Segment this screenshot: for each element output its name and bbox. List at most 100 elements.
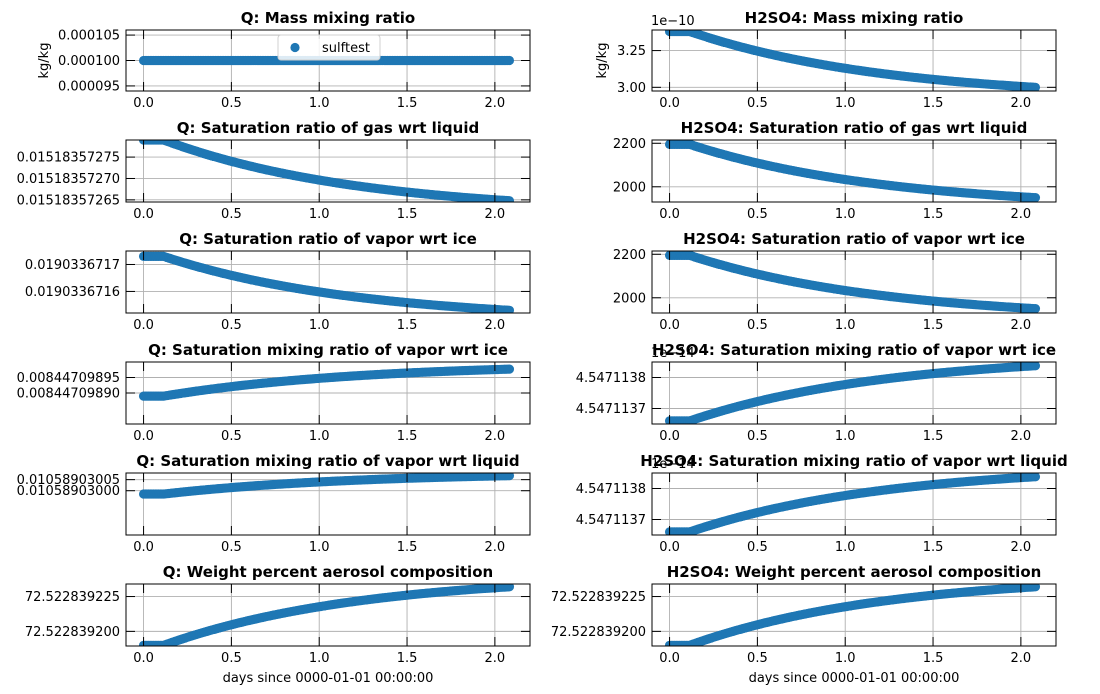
y-tick-label: 0.00844709895 [17, 371, 120, 386]
subplot-title: Q: Weight percent aerosol composition [163, 563, 493, 581]
x-tick-label: 2.0 [485, 96, 506, 111]
subplot-title: H2SO4: Mass mixing ratio [745, 9, 964, 27]
x-axis-label: days since 0000-01-01 00:00:00 [749, 671, 960, 686]
axis-offset-text: 1e−14 [651, 346, 695, 361]
subplot-q-wtpct: 0.0 0.5 1.0 1.5 2.0 72.522839200 72.522839225 Q… [25, 563, 531, 686]
y-tick-label: 0.01058903005 [17, 473, 120, 488]
x-tick-label: 0.0 [659, 651, 680, 666]
subplot-h2so4-satmix-vap-ice: 0.0 0.5 1.0 1.5 2.0 4.5471137 4.5471138 H2SO4: … [576, 341, 1057, 444]
series-points [664, 362, 1041, 424]
series-points [138, 140, 515, 202]
y-axis-label: kg/kg [595, 43, 610, 79]
x-tick-label: 1.0 [309, 96, 330, 111]
x-tick-label: 2.0 [1011, 429, 1032, 444]
y-tick-label: 72.522839200 [551, 625, 646, 640]
subplot-title: Q: Saturation mixing ratio of vapor wrt … [136, 452, 519, 470]
y-tick-label: 2200 [613, 248, 646, 263]
axes-frame [651, 361, 1057, 425]
y-tick-label: 0.0190336717 [25, 258, 120, 273]
axis-offset-text: 1e−14 [651, 457, 695, 472]
data-point [504, 364, 515, 374]
y-tick-label: 0.0190336716 [25, 285, 120, 300]
subplot-title: H2SO4: Saturation mixing ratio of vapor … [640, 452, 1067, 470]
y-tick-label: 0.000095 [58, 79, 120, 94]
x-tick-label: 0.5 [747, 207, 768, 222]
subplot-title: H2SO4: Saturation mixing ratio of vapor … [652, 341, 1056, 359]
x-tick-label: 0.0 [133, 207, 154, 222]
y-tick-label: 0.01518357270 [17, 172, 120, 187]
x-tick-label: 1.5 [397, 651, 418, 666]
series-points [664, 140, 1041, 202]
series-points [138, 584, 515, 646]
x-tick-label: 2.0 [1011, 540, 1032, 555]
subplot-h2so4-mmr: 0.0 0.5 1.0 1.5 2.0 3.00 3.25 H2SO4: Mass mixin… [595, 9, 1057, 111]
x-tick-label: 0.0 [659, 429, 680, 444]
series-points [664, 30, 1041, 91]
x-tick-label: 1.5 [397, 96, 418, 111]
x-tick-label: 2.0 [1011, 318, 1032, 333]
x-tick-label: 0.0 [659, 207, 680, 222]
y-tick-label: 0.000100 [58, 54, 120, 69]
x-tick-label: 0.5 [747, 651, 768, 666]
data-point [504, 584, 515, 592]
x-tick-label: 1.0 [309, 651, 330, 666]
x-tick-label: 1.0 [835, 207, 856, 222]
axes-frame [125, 472, 531, 536]
x-tick-label: 1.5 [397, 207, 418, 222]
x-tick-label: 1.5 [397, 429, 418, 444]
data-point [1030, 584, 1041, 592]
x-tick-label: 0.5 [747, 318, 768, 333]
y-tick-label: 72.522839225 [551, 590, 646, 605]
x-tick-label: 1.0 [835, 318, 856, 333]
x-tick-label: 1.0 [835, 96, 856, 111]
subplot-h2so4-sat-gas-liq: 0.0 0.5 1.0 1.5 2.0 2000 2200 H2SO4: Saturation… [613, 119, 1057, 222]
x-tick-label: 1.5 [923, 540, 944, 555]
series-points [138, 473, 515, 499]
x-tick-label: 0.5 [747, 96, 768, 111]
subplot-title: Q: Saturation ratio of vapor wrt ice [179, 230, 477, 248]
x-tick-label: 0.0 [659, 540, 680, 555]
x-tick-label: 0.5 [221, 96, 242, 111]
series-points [664, 251, 1041, 313]
axes-frame [651, 472, 1057, 536]
x-tick-label: 1.5 [397, 540, 418, 555]
axes-frame [125, 583, 531, 647]
x-tick-label: 2.0 [1011, 207, 1032, 222]
x-tick-label: 0.0 [133, 540, 154, 555]
subplot-title: Q: Mass mixing ratio [241, 9, 415, 27]
axis-offset-text: 1e−10 [651, 14, 695, 29]
series-points [664, 473, 1041, 535]
subplot-q-sat-vap-ice: 0.0 0.5 1.0 1.5 2.0 0.0190336716 0.0190336717 Q… [25, 230, 531, 333]
subplot-title: H2SO4: Saturation ratio of gas wrt liqui… [681, 119, 1028, 137]
x-tick-label: 1.5 [923, 96, 944, 111]
x-tick-label: 0.5 [221, 540, 242, 555]
axes-frame [651, 29, 1057, 92]
x-tick-label: 1.0 [309, 540, 330, 555]
axes-frame [651, 583, 1057, 647]
y-tick-label: 0.01058903000 [17, 484, 120, 499]
x-tick-label: 2.0 [485, 651, 506, 666]
y-tick-label: 4.5471138 [576, 371, 646, 386]
data-point [504, 196, 515, 202]
legend-box [277, 34, 381, 61]
x-tick-label: 1.0 [835, 429, 856, 444]
subplot-q-mmr: 0.0 0.5 1.0 1.5 2.0 0.000095 0.000100 0.000105 Q… [37, 9, 531, 111]
legend-label: sulftest [322, 41, 370, 56]
axes-frame [651, 139, 1057, 203]
x-tick-label: 1.5 [923, 207, 944, 222]
series-points [138, 364, 515, 401]
y-tick-label: 4.5471138 [576, 482, 646, 497]
x-tick-label: 0.5 [747, 429, 768, 444]
x-tick-label: 1.5 [923, 318, 944, 333]
x-tick-label: 0.5 [221, 318, 242, 333]
subplot-q-satmix-vap-ice: 0.0 0.5 1.0 1.5 2.0 0.008447098900.0084470989… [17, 341, 531, 444]
subplot-h2so4-satmix-vap-liq: 0.0 0.5 1.0 1.5 2.0 4.5471137 4.5471138 H2SO4: … [576, 452, 1068, 555]
x-tick-label: 0.5 [747, 540, 768, 555]
subplot-title: Q: Saturation ratio of gas wrt liquid [177, 119, 479, 137]
x-tick-label: 0.0 [659, 318, 680, 333]
x-tick-label: 0.5 [221, 651, 242, 666]
data-point [504, 305, 515, 313]
legend-marker [290, 42, 300, 53]
x-tick-label: 2.0 [1011, 651, 1032, 666]
